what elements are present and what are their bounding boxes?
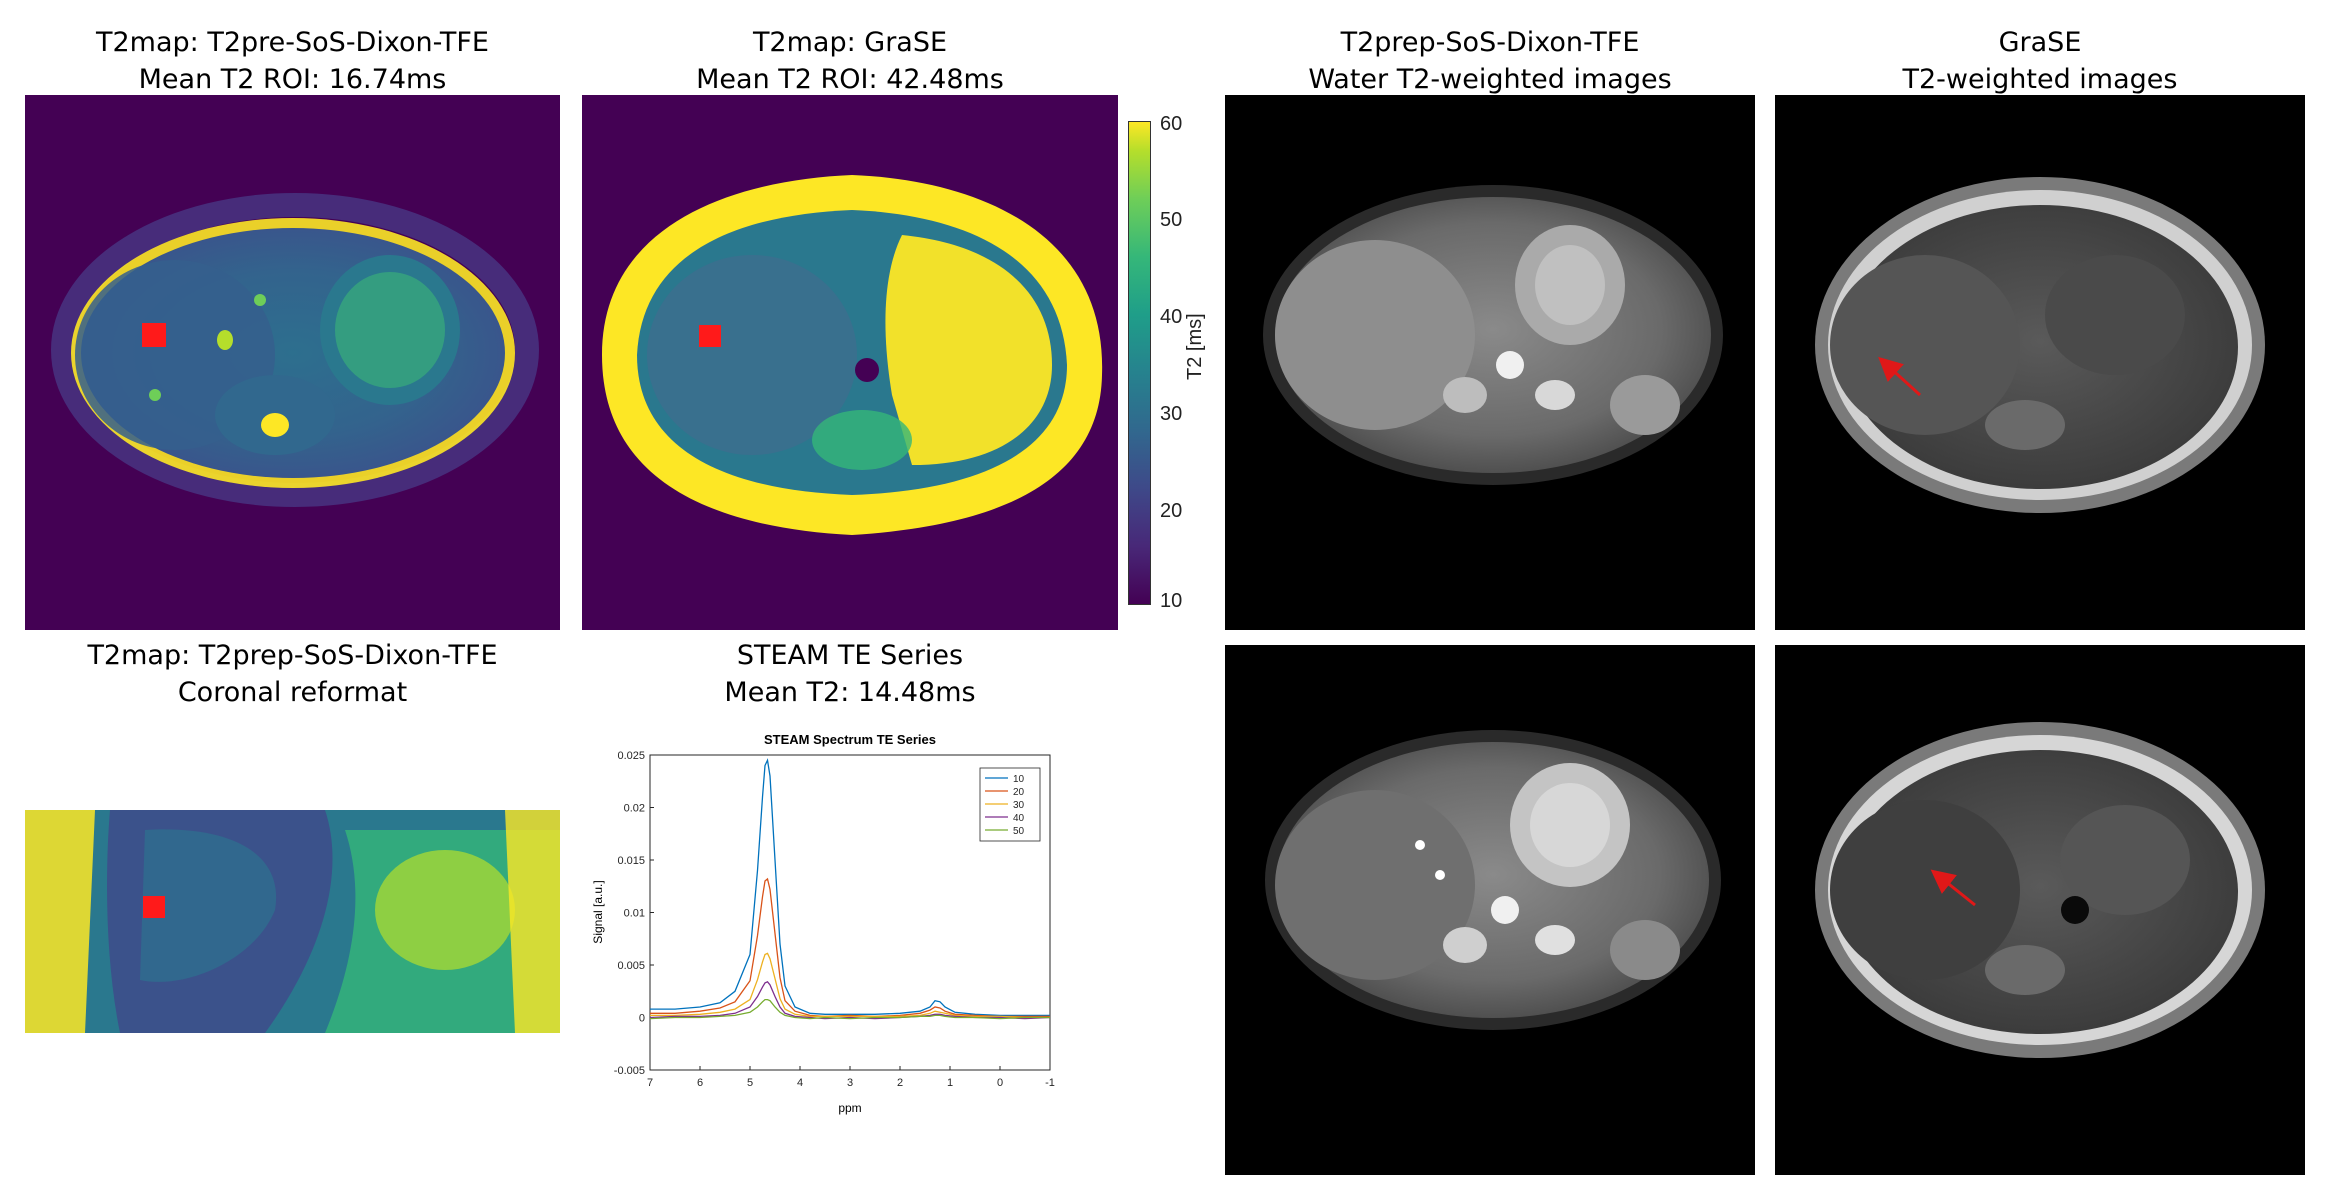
y-tick-label: 0.02 bbox=[624, 803, 645, 815]
colorbar bbox=[1128, 121, 1151, 605]
legend-label: 10 bbox=[1013, 774, 1025, 785]
x-tick-label: 3 bbox=[847, 1077, 853, 1089]
panel-subtitle: T2-weighted images bbox=[1902, 64, 2178, 95]
series-line-40 bbox=[649, 981, 1051, 1020]
y-tick-label: 0 bbox=[639, 1013, 645, 1025]
caption-water-t2w: T2prep-SoS-Dixon-TFE Water T2-weighted i… bbox=[1225, 24, 1755, 98]
panel-title: GraSE bbox=[1998, 27, 2082, 58]
x-tick-label: 0 bbox=[997, 1077, 1003, 1089]
colorbar-tick: 60 bbox=[1160, 113, 1183, 135]
roi-marker bbox=[142, 323, 166, 347]
series-line-10 bbox=[650, 758, 1050, 1017]
colorbar-tick: 30 bbox=[1160, 403, 1183, 425]
colorbar-tick: 10 bbox=[1160, 590, 1183, 612]
colorbar-label: T2 [ms] bbox=[1184, 313, 1206, 380]
panel-title: T2prep-SoS-Dixon-TFE bbox=[1340, 27, 1640, 58]
colorbar-tick: 50 bbox=[1160, 209, 1183, 231]
t2map-sos-image bbox=[25, 95, 560, 630]
panel-title: T2map: T2pre-SoS-Dixon-TFE bbox=[96, 27, 489, 58]
y-tick-label: 0.005 bbox=[617, 960, 645, 972]
x-tick-label: 2 bbox=[897, 1077, 903, 1089]
series-line-20 bbox=[650, 877, 1050, 1018]
y-tick-label: 0.025 bbox=[617, 750, 645, 762]
coronal-image bbox=[25, 810, 560, 1033]
arrow-annotation bbox=[1878, 356, 1922, 397]
arrow-annotation bbox=[1930, 869, 1976, 907]
grase-t2w-image-top bbox=[1775, 95, 2305, 630]
panel-subtitle: Mean T2: 14.48ms bbox=[724, 677, 976, 708]
x-axis-label: ppm bbox=[838, 1101, 861, 1115]
x-tick-label: 4 bbox=[797, 1077, 803, 1089]
steam-spectrum-chart: STEAM Spectrum TE Series 7 6 5 4 3 2 1 0 -10.025… bbox=[580, 720, 1100, 1120]
panel-title: T2map: GraSE bbox=[752, 27, 948, 58]
y-tick-label: 0.015 bbox=[617, 855, 645, 867]
grase-t2w-image-bottom bbox=[1775, 645, 2305, 1175]
caption-coronal: T2map: T2prep-SoS-Dixon-TFE Coronal refo… bbox=[25, 637, 560, 711]
chart-title: STEAM Spectrum TE Series bbox=[764, 732, 936, 747]
panel-title: T2map: T2prep-SoS-Dixon-TFE bbox=[87, 640, 498, 671]
panel-title: STEAM TE Series bbox=[736, 640, 964, 671]
caption-t2map-grase: T2map: GraSE Mean T2 ROI: 42.48ms bbox=[582, 24, 1118, 98]
y-tick-label: 0.01 bbox=[624, 908, 645, 920]
legend-label: 40 bbox=[1013, 813, 1025, 824]
panel-subtitle: Coronal reformat bbox=[177, 677, 408, 708]
water-t2w-image-top bbox=[1225, 95, 1755, 630]
legend-label: 50 bbox=[1013, 826, 1025, 837]
legend-label: 30 bbox=[1013, 800, 1025, 811]
y-axis-label: Signal [a.u.] bbox=[591, 880, 605, 943]
x-tick-label: 1 bbox=[947, 1077, 953, 1089]
panel-subtitle: Mean T2 ROI: 42.48ms bbox=[696, 64, 1004, 95]
series-line-50 bbox=[649, 998, 1050, 1020]
colorbar-tick: 40 bbox=[1160, 306, 1183, 328]
x-tick-label: 7 bbox=[647, 1077, 653, 1089]
panel-subtitle: Mean T2 ROI: 16.74ms bbox=[138, 64, 447, 95]
x-tick-label: 6 bbox=[697, 1077, 703, 1089]
t2map-grase-image bbox=[582, 95, 1118, 630]
series-line-30 bbox=[650, 952, 1050, 1019]
water-t2w-image-bottom bbox=[1225, 645, 1755, 1175]
x-tick-label: -1 bbox=[1045, 1077, 1055, 1089]
x-tick-label: 5 bbox=[747, 1077, 753, 1089]
roi-marker bbox=[699, 325, 721, 347]
y-tick-label: -0.005 bbox=[614, 1065, 645, 1077]
legend-label: 20 bbox=[1013, 787, 1025, 798]
caption-t2map-sos: T2map: T2pre-SoS-Dixon-TFE Mean T2 ROI: … bbox=[25, 24, 560, 98]
roi-marker bbox=[143, 896, 165, 918]
colorbar-tick: 20 bbox=[1160, 500, 1183, 522]
caption-grase-t2w: GraSE T2-weighted images bbox=[1775, 24, 2305, 98]
caption-steam: STEAM TE Series Mean T2: 14.48ms bbox=[582, 637, 1118, 711]
panel-subtitle: Water T2-weighted images bbox=[1308, 64, 1672, 95]
